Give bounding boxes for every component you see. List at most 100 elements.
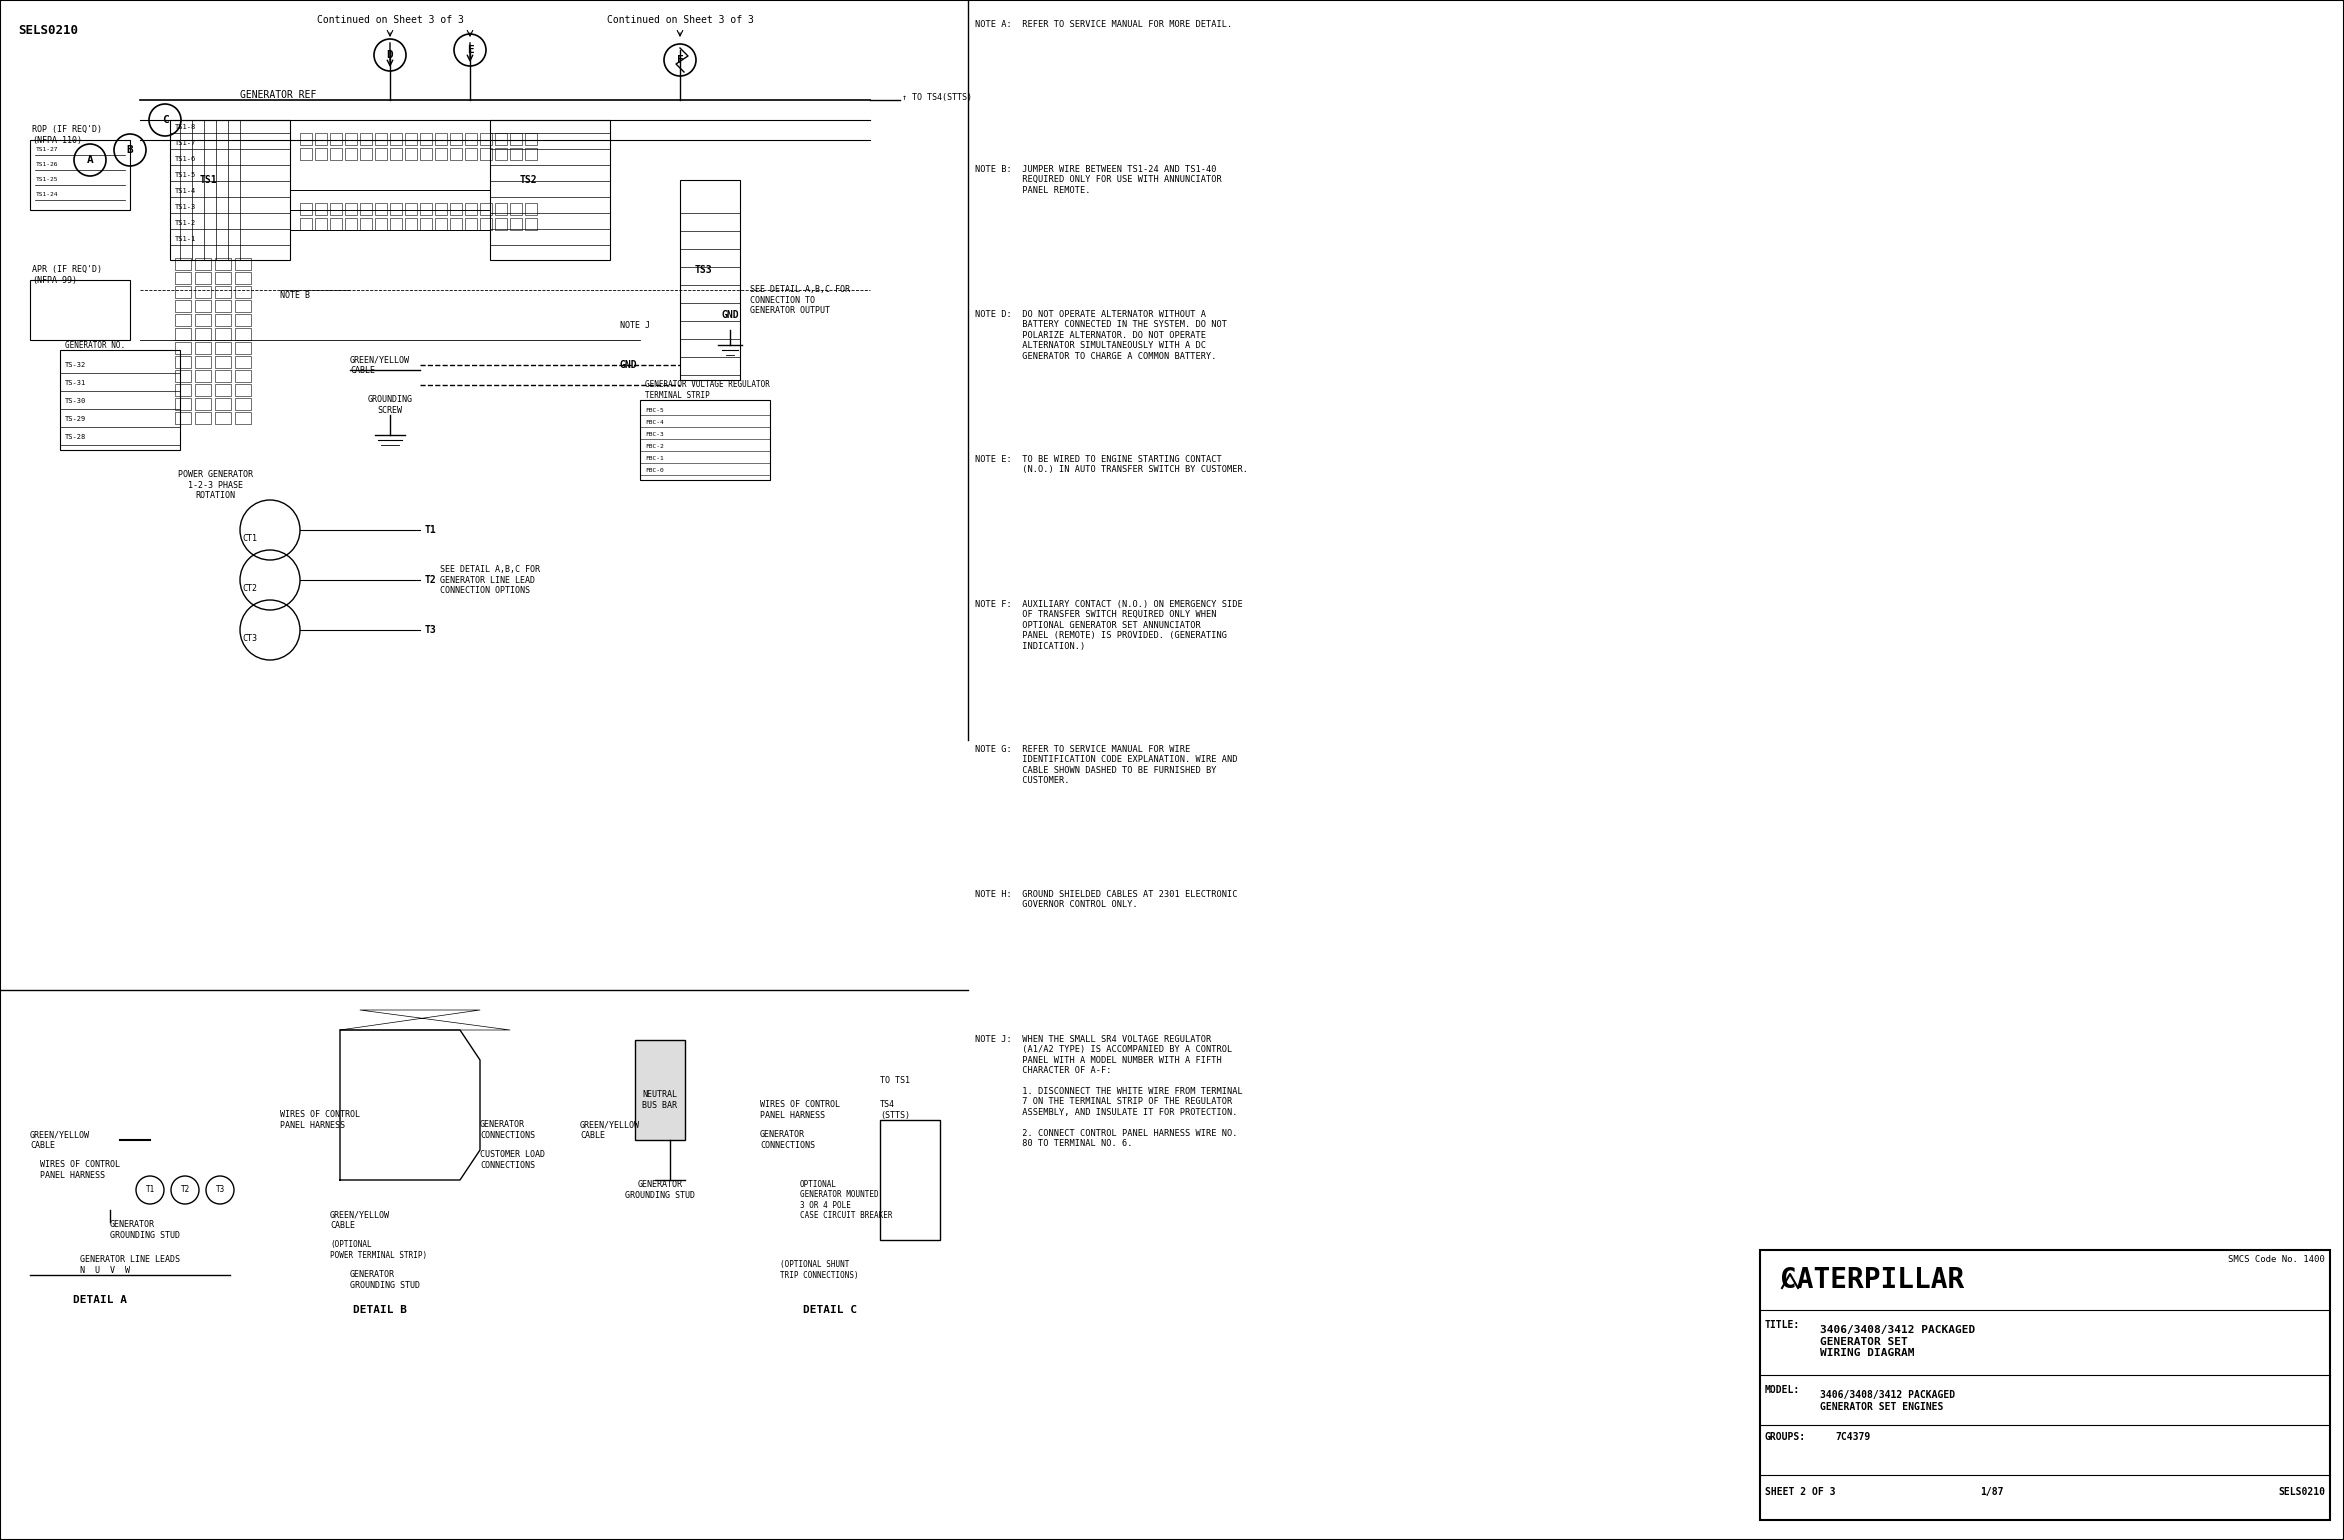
Bar (30, 280, 129, 340)
Bar (375, 203, 387, 216)
Bar (314, 219, 328, 229)
Text: SELS0210: SELS0210 (2278, 1488, 2325, 1497)
Text: SEE DETAIL A,B,C FOR
CONNECTION TO
GENERATOR OUTPUT: SEE DETAIL A,B,C FOR CONNECTION TO GENER… (750, 285, 851, 314)
Bar (361, 148, 373, 160)
Text: SHEET 2 OF 3: SHEET 2 OF 3 (1765, 1488, 1835, 1497)
Bar (171, 120, 291, 260)
Bar (361, 203, 373, 216)
Text: C: C (162, 116, 169, 125)
Text: GENERATOR REF: GENERATOR REF (239, 89, 316, 100)
Bar (216, 370, 232, 382)
Text: WIRES OF CONTROL
PANEL HARNESS: WIRES OF CONTROL PANEL HARNESS (759, 1100, 839, 1120)
Bar (436, 219, 448, 229)
Bar (511, 203, 523, 216)
Text: T2: T2 (424, 574, 436, 585)
Text: FBC-3: FBC-3 (645, 431, 663, 436)
Text: GREEN/YELLOW
CABLE: GREEN/YELLOW CABLE (349, 356, 410, 374)
Text: MODEL:: MODEL: (1765, 1384, 1800, 1395)
Bar (345, 132, 356, 145)
Text: CT1: CT1 (241, 533, 258, 542)
Bar (464, 219, 476, 229)
Text: SMCS Code No. 1400: SMCS Code No. 1400 (2229, 1255, 2325, 1264)
Text: DETAIL A: DETAIL A (73, 1295, 127, 1304)
Text: GENERATOR
GROUNDING STUD: GENERATOR GROUNDING STUD (349, 1270, 420, 1289)
Bar (300, 148, 312, 160)
Bar (511, 219, 523, 229)
Bar (61, 350, 180, 450)
Bar (234, 328, 251, 340)
Text: DETAIL B: DETAIL B (354, 1304, 408, 1315)
Bar (361, 219, 373, 229)
Bar (195, 328, 211, 340)
Bar (375, 132, 387, 145)
Text: TS-28: TS-28 (66, 434, 87, 440)
Text: 1/87: 1/87 (1981, 1488, 2004, 1497)
Bar (495, 219, 506, 229)
Text: TITLE:: TITLE: (1765, 1320, 1800, 1331)
Bar (345, 203, 356, 216)
Text: GENERATOR
CONNECTIONS: GENERATOR CONNECTIONS (481, 1120, 534, 1140)
Text: NOTE B: NOTE B (279, 291, 309, 299)
Text: NOTE J: NOTE J (621, 320, 649, 330)
Bar (450, 148, 462, 160)
Text: GROUNDING
SCREW: GROUNDING SCREW (368, 396, 413, 414)
Text: TS-29: TS-29 (66, 416, 87, 422)
Text: GREEN/YELLOW
CABLE: GREEN/YELLOW CABLE (331, 1210, 389, 1230)
Bar (495, 132, 506, 145)
Bar (436, 132, 448, 145)
Text: T1: T1 (424, 525, 436, 534)
Bar (436, 203, 448, 216)
Text: GROUPS:: GROUPS: (1765, 1432, 1807, 1441)
Bar (420, 132, 431, 145)
Text: CUSTOMER LOAD
CONNECTIONS: CUSTOMER LOAD CONNECTIONS (481, 1150, 546, 1170)
Text: GENERATOR VOLTAGE REGULATOR
TERMINAL STRIP: GENERATOR VOLTAGE REGULATOR TERMINAL STR… (645, 380, 769, 400)
Bar (216, 300, 232, 313)
Bar (464, 132, 476, 145)
Bar (195, 300, 211, 313)
Bar (635, 1040, 684, 1140)
Bar (300, 219, 312, 229)
Text: TS1-2: TS1-2 (176, 220, 197, 226)
Text: NOTE E:  TO BE WIRED TO ENGINE STARTING CONTACT
         (N.O.) IN AUTO TRANSFER: NOTE E: TO BE WIRED TO ENGINE STARTING C… (975, 454, 1247, 474)
Bar (216, 273, 232, 283)
Bar (450, 219, 462, 229)
Bar (406, 148, 417, 160)
Bar (195, 273, 211, 283)
Bar (481, 203, 492, 216)
Bar (490, 120, 609, 260)
Text: D: D (387, 49, 394, 60)
Text: NOTE H:  GROUND SHIELDED CABLES AT 2301 ELECTRONIC
         GOVERNOR CONTROL ONL: NOTE H: GROUND SHIELDED CABLES AT 2301 E… (975, 890, 1238, 910)
Bar (525, 132, 537, 145)
Text: POWER GENERATOR
1-2-3 PHASE
ROTATION: POWER GENERATOR 1-2-3 PHASE ROTATION (178, 470, 253, 500)
Bar (331, 148, 342, 160)
Bar (464, 203, 476, 216)
Text: TO TS1: TO TS1 (879, 1075, 909, 1084)
Bar (234, 370, 251, 382)
Text: (OPTIONAL SHUNT
TRIP CONNECTIONS): (OPTIONAL SHUNT TRIP CONNECTIONS) (781, 1260, 858, 1280)
Bar (525, 203, 537, 216)
Bar (300, 203, 312, 216)
Bar (375, 148, 387, 160)
Text: T1: T1 (145, 1186, 155, 1195)
Bar (640, 400, 769, 480)
Bar (195, 397, 211, 410)
Bar (525, 148, 537, 160)
Text: TS1-24: TS1-24 (35, 191, 59, 197)
Text: B: B (127, 145, 134, 156)
Text: NOTE D:  DO NOT OPERATE ALTERNATOR WITHOUT A
         BATTERY CONNECTED IN THE S: NOTE D: DO NOT OPERATE ALTERNATOR WITHOU… (975, 310, 1226, 360)
Text: GREEN/YELLOW
CABLE: GREEN/YELLOW CABLE (579, 1120, 640, 1140)
Text: OPTIONAL
GENERATOR MOUNTED
3 OR 4 POLE
CASE CIRCUIT BREAKER: OPTIONAL GENERATOR MOUNTED 3 OR 4 POLE C… (799, 1180, 893, 1220)
Text: 3406/3408/3412 PACKAGED
GENERATOR SET ENGINES: 3406/3408/3412 PACKAGED GENERATOR SET EN… (1819, 1391, 1955, 1412)
Text: TS-31: TS-31 (66, 380, 87, 387)
Bar (481, 148, 492, 160)
Bar (314, 148, 328, 160)
Text: GND: GND (621, 360, 638, 370)
Bar (216, 383, 232, 396)
Bar (216, 397, 232, 410)
Text: TS-32: TS-32 (66, 362, 87, 368)
Text: T3: T3 (216, 1186, 225, 1195)
Text: TS1-7: TS1-7 (176, 140, 197, 146)
Bar (879, 1120, 940, 1240)
Text: GENERATOR NO.: GENERATOR NO. (66, 340, 124, 350)
Text: GENERATOR
GROUNDING STUD: GENERATOR GROUNDING STUD (110, 1220, 180, 1240)
